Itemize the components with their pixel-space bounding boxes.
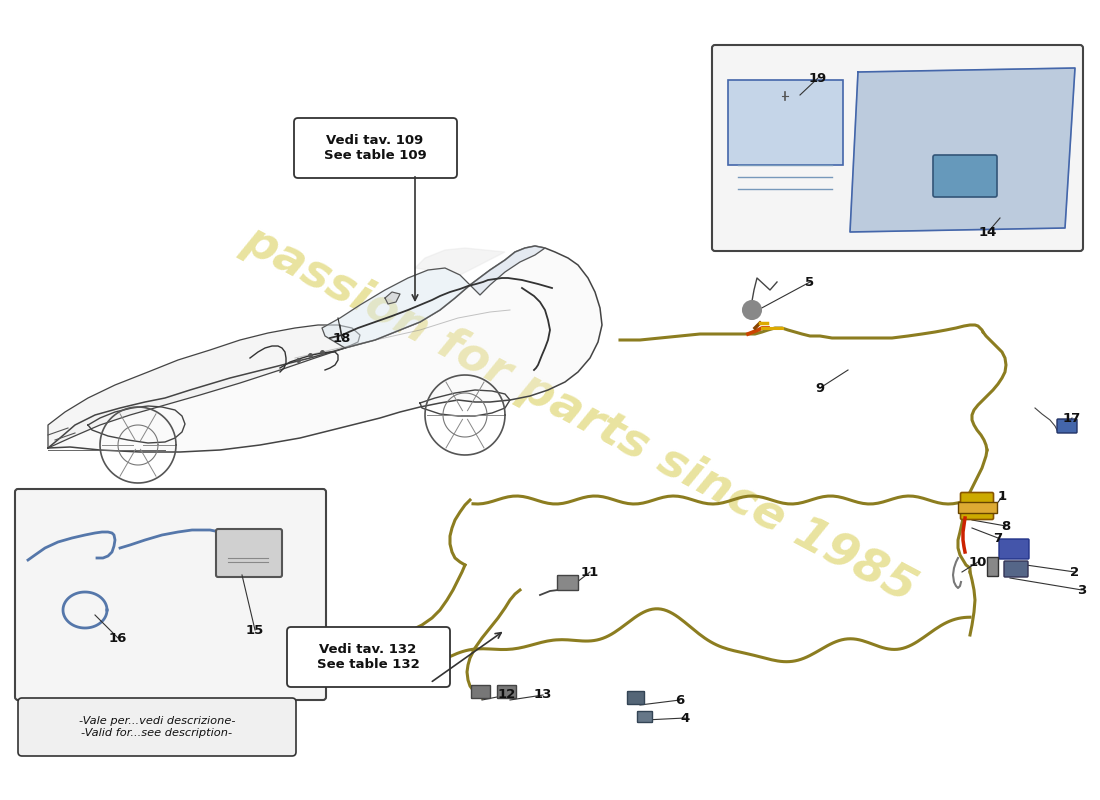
Text: Vedi tav. 109
See table 109: Vedi tav. 109 See table 109: [323, 134, 427, 162]
FancyBboxPatch shape: [497, 686, 517, 698]
Polygon shape: [415, 248, 505, 275]
Text: 6: 6: [675, 694, 684, 706]
FancyBboxPatch shape: [638, 711, 652, 722]
FancyBboxPatch shape: [960, 493, 993, 519]
Text: 3: 3: [1077, 583, 1087, 597]
Polygon shape: [48, 246, 602, 452]
Text: 2: 2: [1070, 566, 1079, 578]
Text: 16: 16: [109, 631, 128, 645]
Text: -Vale per...vedi descrizione-
-Valid for...see description-: -Vale per...vedi descrizione- -Valid for…: [79, 716, 235, 738]
FancyBboxPatch shape: [558, 575, 579, 590]
FancyBboxPatch shape: [957, 502, 997, 513]
Text: 14: 14: [979, 226, 998, 238]
Polygon shape: [470, 246, 544, 295]
FancyBboxPatch shape: [216, 529, 282, 577]
FancyBboxPatch shape: [287, 627, 450, 687]
Circle shape: [742, 301, 761, 319]
FancyBboxPatch shape: [627, 691, 645, 705]
Polygon shape: [48, 325, 360, 448]
Text: 7: 7: [993, 531, 1002, 545]
Text: 1: 1: [998, 490, 1006, 503]
Text: 15: 15: [246, 623, 264, 637]
Text: 17: 17: [1063, 411, 1081, 425]
Text: 10: 10: [969, 555, 987, 569]
Polygon shape: [385, 292, 400, 304]
Text: 18: 18: [333, 331, 351, 345]
FancyBboxPatch shape: [988, 558, 999, 577]
Text: 13: 13: [534, 689, 552, 702]
Polygon shape: [850, 68, 1075, 232]
FancyBboxPatch shape: [933, 155, 997, 197]
Text: 11: 11: [581, 566, 600, 578]
FancyBboxPatch shape: [712, 45, 1084, 251]
Text: 19: 19: [808, 71, 827, 85]
FancyBboxPatch shape: [1057, 419, 1077, 433]
Text: 9: 9: [815, 382, 825, 394]
Text: 4: 4: [681, 711, 690, 725]
FancyBboxPatch shape: [472, 686, 491, 698]
Polygon shape: [322, 268, 470, 348]
Text: 8: 8: [1001, 519, 1011, 533]
Text: Vedi tav. 132
See table 132: Vedi tav. 132 See table 132: [317, 643, 419, 671]
Text: passion for parts since 1985: passion for parts since 1985: [235, 218, 924, 612]
FancyBboxPatch shape: [999, 539, 1028, 559]
Text: 12: 12: [498, 689, 516, 702]
Text: 5: 5: [805, 275, 815, 289]
FancyBboxPatch shape: [728, 80, 843, 165]
FancyBboxPatch shape: [294, 118, 456, 178]
FancyBboxPatch shape: [18, 698, 296, 756]
FancyBboxPatch shape: [15, 489, 326, 700]
FancyBboxPatch shape: [1004, 561, 1028, 577]
